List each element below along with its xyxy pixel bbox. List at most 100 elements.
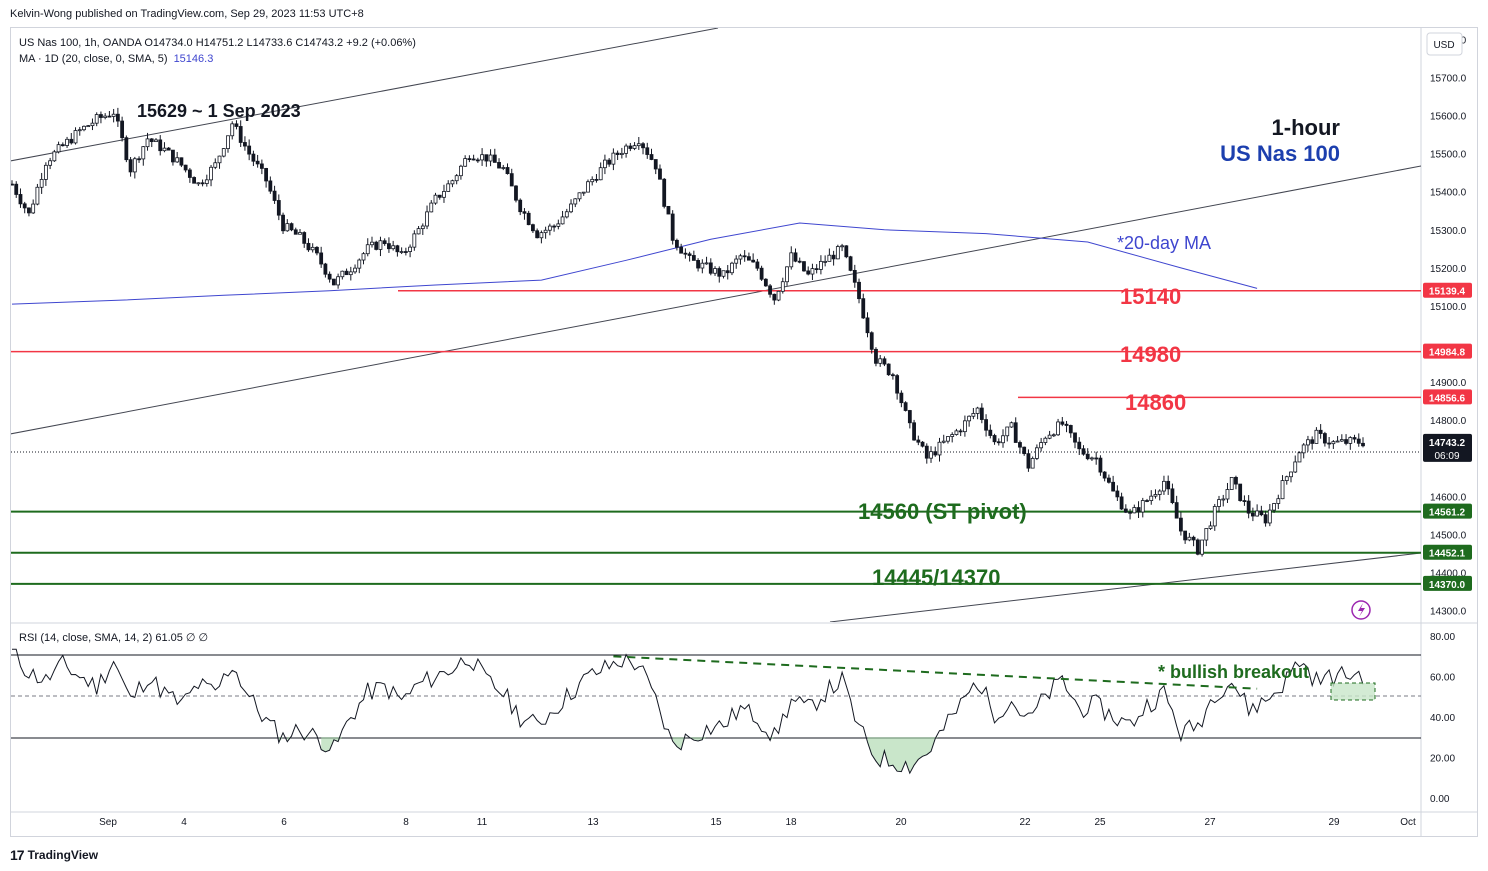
candle — [874, 347, 878, 367]
candle — [992, 433, 997, 445]
candle — [69, 132, 74, 145]
tradingview-logo-icon: 17 — [10, 847, 25, 863]
candle — [357, 258, 362, 274]
candle — [488, 149, 493, 167]
candle — [124, 135, 129, 163]
candle — [1022, 446, 1027, 456]
candle — [370, 236, 374, 248]
candle — [82, 125, 86, 132]
currency-box[interactable] — [1426, 32, 1463, 56]
candle — [467, 155, 472, 163]
candle — [1009, 421, 1014, 428]
candle — [154, 138, 158, 143]
candle — [43, 162, 48, 186]
y-tick-label: 15400.0 — [1430, 188, 1467, 199]
candle — [1149, 490, 1154, 505]
candle — [1123, 504, 1128, 514]
candle — [628, 142, 633, 152]
candle — [759, 265, 764, 281]
candle — [475, 157, 480, 163]
candle — [937, 437, 942, 462]
rsi-trendline — [613, 655, 1258, 690]
candle — [315, 246, 319, 256]
candle — [848, 255, 853, 272]
candle — [577, 192, 582, 202]
candle — [1174, 495, 1179, 519]
symbol-legend: US Nas 100, 1h, OANDA O14734.0 H14751.2 … — [19, 37, 416, 49]
candle — [1039, 437, 1044, 452]
rsi-tick-label: 20.00 — [1430, 753, 1455, 764]
level-label-15140: 15140 — [1120, 284, 1181, 309]
rsi-line — [11, 648, 1364, 775]
y-tick-label: 14400.0 — [1430, 569, 1467, 580]
candle — [234, 120, 239, 130]
candle — [18, 188, 23, 208]
candle — [840, 243, 844, 252]
candle — [615, 150, 620, 160]
price-badge — [1423, 544, 1472, 560]
candle — [1068, 424, 1073, 438]
ma-20-day-line — [11, 222, 1258, 305]
candle — [806, 266, 811, 276]
candle — [120, 116, 125, 142]
candle — [1344, 434, 1348, 446]
candle — [1250, 507, 1255, 522]
candle — [1060, 416, 1065, 427]
candle — [742, 250, 747, 262]
candle — [251, 150, 256, 167]
candle — [518, 198, 523, 216]
candle — [391, 240, 396, 251]
candle — [1217, 495, 1221, 513]
candle — [734, 255, 739, 269]
candle — [1221, 494, 1226, 507]
candle — [272, 185, 277, 204]
candle — [984, 414, 988, 437]
lightning-icon-glyph — [1358, 603, 1365, 617]
candle — [1293, 455, 1298, 474]
candle — [717, 266, 722, 283]
rsi-tick-label: 60.00 — [1430, 673, 1455, 684]
candle — [264, 167, 269, 188]
candle — [1200, 539, 1204, 557]
candle — [450, 179, 455, 188]
candle — [903, 401, 908, 412]
candle — [619, 147, 624, 159]
breakout-annotation: * bullish breakout — [1158, 662, 1309, 682]
rsi-tick-label: 80.00 — [1430, 632, 1455, 643]
candle — [543, 226, 548, 239]
last-price-value: 14743.2 — [1429, 438, 1466, 449]
candle — [471, 154, 476, 161]
candle — [492, 148, 497, 163]
candle — [463, 155, 468, 167]
candle — [662, 177, 667, 209]
x-tick-label: 11 — [477, 817, 488, 828]
candle — [793, 248, 798, 263]
candle — [810, 263, 815, 281]
x-tick-label: Oct — [1400, 817, 1416, 828]
candle — [243, 136, 247, 151]
candle — [882, 356, 887, 367]
candle — [603, 154, 607, 175]
publisher-header: Kelvin-Wong published on TradingView.com… — [10, 8, 364, 20]
candle — [933, 446, 938, 457]
candle — [77, 126, 82, 136]
candle — [666, 205, 671, 215]
chart-title: 1-hour — [1272, 115, 1341, 140]
peak-annotation: 15629 ~ 1 Sep 2023 — [137, 101, 301, 121]
channel-lower-line — [829, 552, 1421, 622]
candle — [497, 158, 501, 169]
lightning-icon[interactable] — [1351, 600, 1371, 620]
candle — [1090, 456, 1094, 461]
candle — [641, 142, 645, 155]
candle — [137, 156, 141, 163]
candle — [255, 154, 260, 168]
candle — [1026, 449, 1031, 472]
candle — [1056, 418, 1060, 436]
price-badge-label: 14452.1 — [1429, 549, 1466, 560]
candle — [1128, 508, 1132, 520]
channel-middle-line — [11, 165, 1421, 435]
candle — [869, 331, 874, 354]
candle — [1051, 433, 1056, 438]
footer-brand[interactable]: 17 TradingView — [10, 847, 98, 863]
